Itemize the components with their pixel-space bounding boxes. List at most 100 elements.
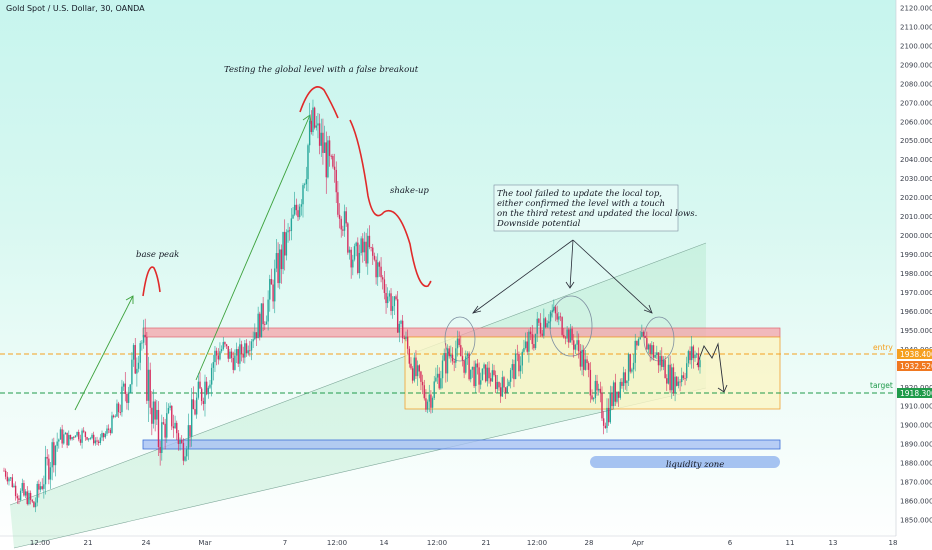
chart-title: Gold Spot / U.S. Dollar, 30, OANDA	[6, 4, 145, 13]
pointer-arrow-1[interactable]	[472, 239, 574, 314]
candle-body	[666, 378, 668, 384]
candle-body	[514, 353, 517, 380]
candle-body	[63, 434, 65, 444]
x-tick-label: 7	[283, 539, 287, 547]
candle-body	[499, 387, 502, 397]
x-axis-ticks: 12:00 21 24 Mar 7 12:00 14 12:00 21 12:00 28 Apr 6 11…	[30, 539, 898, 547]
false-breakout-label: Testing the global level with a false br…	[224, 65, 419, 75]
candle-body	[310, 120, 313, 133]
candle-body	[229, 351, 231, 359]
entry-price-tag[interactable]	[897, 349, 932, 359]
candle-body	[531, 334, 533, 345]
candle-body	[536, 318, 538, 334]
trend-arrow-2[interactable]	[195, 114, 311, 381]
candle-body	[636, 340, 638, 346]
candle-body	[347, 223, 349, 253]
candle-body	[121, 386, 123, 413]
candle-body	[637, 339, 640, 346]
candle-body	[194, 409, 196, 415]
analysis-note-box[interactable]	[493, 184, 679, 232]
candle-body	[328, 140, 331, 156]
candle-body	[564, 337, 567, 339]
channel-lower-line[interactable]	[13, 387, 707, 549]
y-tick-label: 1990.000	[900, 251, 932, 259]
candle-body	[280, 249, 283, 270]
candle-body	[420, 371, 422, 382]
candle-body	[41, 486, 43, 489]
trend-arrow-1[interactable]	[74, 295, 134, 411]
candle-body	[111, 415, 113, 433]
candle-body	[480, 380, 482, 385]
y-tick-label: 1910.000	[900, 403, 932, 411]
candle-body	[686, 363, 688, 379]
time-scale[interactable]	[0, 536, 932, 550]
liquidity-zone-band[interactable]	[590, 456, 780, 468]
candle-body	[485, 364, 487, 382]
last-price-tag[interactable]	[897, 361, 932, 371]
false-breakout-curve[interactable]	[299, 86, 339, 119]
candle-body	[413, 357, 415, 381]
candle-body	[410, 363, 412, 369]
candle-body	[476, 363, 479, 368]
candle-body	[78, 431, 80, 440]
candle-body	[287, 230, 289, 233]
base-peak-curve[interactable]	[142, 266, 161, 297]
candle-body	[254, 332, 256, 340]
candle-body	[433, 381, 435, 398]
price-tags: entry 1938.400 1932.520 target 1918.300	[870, 343, 932, 398]
candle-body	[654, 355, 656, 358]
projection-path[interactable]	[696, 342, 725, 393]
candle-body	[690, 346, 693, 361]
y-tick-label: 1950.000	[900, 327, 932, 335]
candle-body	[534, 333, 537, 349]
candle-body	[4, 470, 7, 477]
candle-body	[561, 317, 563, 335]
candle-body	[290, 218, 293, 231]
candle-body	[440, 378, 442, 389]
candle-body	[589, 369, 592, 396]
candle-body	[33, 501, 35, 508]
resistance-zone[interactable]	[142, 327, 781, 338]
pointer-arrow-3[interactable]	[572, 239, 653, 314]
pointer-arrow-2[interactable]	[569, 239, 574, 289]
retest-circle-1[interactable]	[444, 316, 476, 362]
candle-body	[89, 438, 92, 439]
candle-body	[303, 184, 306, 186]
candle-body	[18, 498, 20, 501]
candle-body	[456, 338, 459, 349]
candle-body	[642, 331, 645, 337]
candle-body	[586, 359, 588, 364]
candle-body	[501, 377, 504, 397]
candle-body	[322, 132, 324, 153]
candle-body	[533, 344, 535, 349]
candle-body	[426, 401, 429, 410]
candle-body	[387, 296, 389, 304]
candle-body	[315, 125, 317, 128]
support-zone[interactable]	[142, 439, 781, 450]
y-tick-label: 2000.000	[900, 232, 932, 240]
shakeup-curve-1[interactable]	[349, 119, 385, 217]
candle-body	[342, 229, 344, 231]
retest-circle-2[interactable]	[549, 295, 593, 357]
candle-body	[230, 351, 233, 358]
candle-body	[186, 449, 188, 457]
channel-upper-line[interactable]	[9, 242, 707, 506]
shakeup-curve-2[interactable]	[383, 209, 432, 288]
target-price-tag[interactable]	[897, 388, 932, 398]
candle-body	[504, 387, 507, 393]
candle-body	[365, 241, 367, 264]
candle-body	[606, 407, 608, 429]
candle-body	[338, 214, 341, 219]
candle-body	[378, 262, 381, 267]
candle-body	[596, 380, 598, 391]
candle-body	[466, 353, 469, 357]
candle-body	[200, 388, 203, 402]
candle-body	[343, 211, 346, 231]
candle-body	[373, 255, 376, 260]
candle-body	[117, 403, 120, 413]
price-scale[interactable]	[896, 0, 932, 550]
candle-body	[222, 342, 224, 350]
candle-body	[451, 354, 454, 362]
candle-body	[400, 320, 402, 324]
candle-body	[641, 331, 643, 338]
